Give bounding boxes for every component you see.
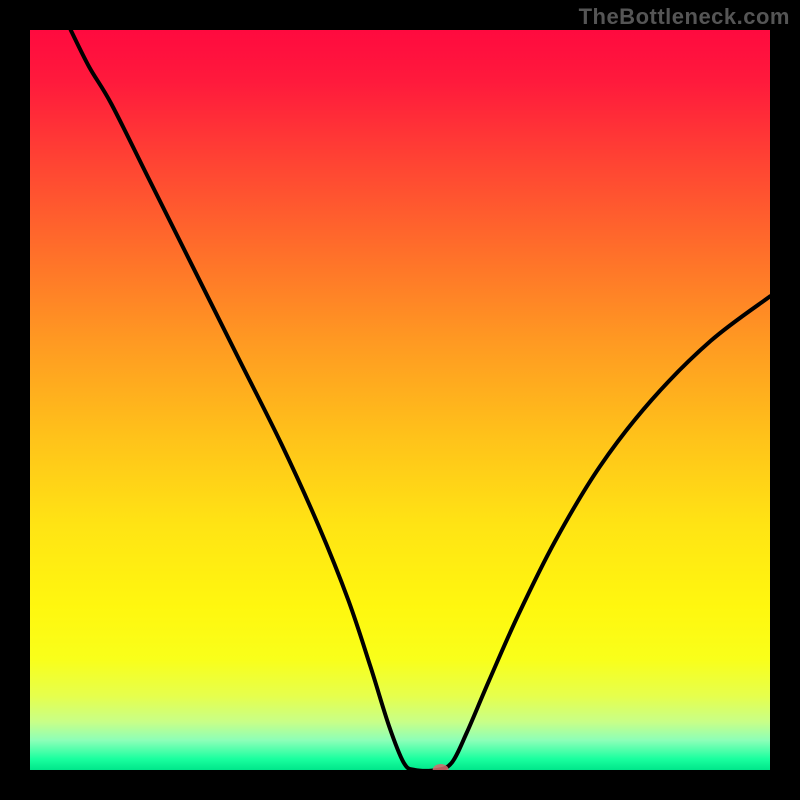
chart-container: TheBottleneck.com bbox=[0, 0, 800, 800]
bottleneck-curve-chart bbox=[0, 0, 800, 800]
plot-gradient-background bbox=[30, 30, 770, 770]
watermark-text: TheBottleneck.com bbox=[579, 4, 790, 30]
